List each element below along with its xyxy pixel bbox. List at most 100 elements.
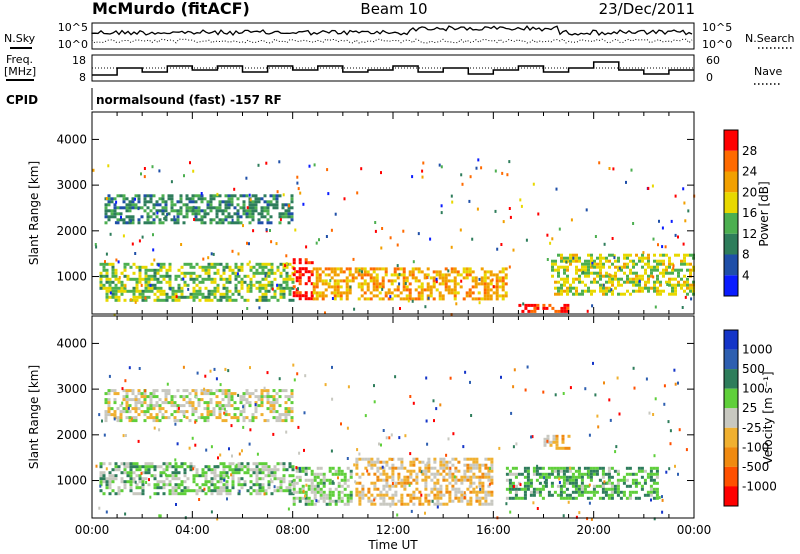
- velocity-cell-0: [177, 465, 181, 469]
- power-colorbar-tick-label: 4: [742, 268, 750, 282]
- velocity-cell-2: [451, 487, 455, 491]
- velocity-scatter: [241, 449, 243, 453]
- power-scatter: [109, 291, 112, 295]
- power-cell-4: [233, 206, 237, 210]
- velocity-cell-1: [328, 502, 332, 506]
- velocity-cell-2: [487, 493, 491, 497]
- velocity-cell-1: [337, 490, 341, 494]
- power-cell-0: [99, 286, 103, 290]
- velocity-scatter: [614, 450, 617, 454]
- velocity-cell-1: [313, 475, 317, 479]
- power-cell-5: [683, 262, 686, 266]
- velocity-cell-1: [292, 478, 296, 482]
- power-cell-5: [638, 286, 641, 290]
- velocity-cell-0: [267, 474, 271, 478]
- velocity-cell-3: [143, 392, 147, 396]
- velocity-cell-3: [188, 398, 192, 402]
- velocity-cell-2: [406, 475, 410, 479]
- power-cell-5: [590, 280, 593, 284]
- velocity-cell-2: [478, 484, 482, 488]
- velocity-scatter: [148, 478, 150, 482]
- velocity-cell-4: [553, 466, 557, 470]
- power-cell-5: [605, 289, 608, 293]
- velocity-cell-3: [143, 413, 147, 417]
- velocity-cell-0: [108, 477, 112, 481]
- velocity-cell-2: [424, 484, 428, 488]
- velocity-cell-3: [236, 407, 240, 411]
- velocity-cell-1: [304, 478, 308, 482]
- velocity-cell-0: [126, 465, 130, 469]
- velocity-scatter: [205, 448, 208, 452]
- power-cell-4: [149, 215, 153, 219]
- power-cell-2: [372, 270, 376, 274]
- velocity-scatter: [219, 383, 222, 387]
- velocity-cell-4: [601, 496, 605, 500]
- velocity-cell-2: [367, 463, 371, 467]
- velocity-cell-2: [415, 496, 419, 500]
- power-cell-5: [569, 283, 572, 287]
- velocity-scatter: [263, 386, 266, 390]
- power-cell-2: [483, 279, 487, 283]
- power-cell-4: [275, 197, 279, 201]
- power-scatter: [166, 212, 169, 216]
- power-cell-2: [453, 276, 457, 280]
- power-cell-0: [129, 265, 133, 269]
- power-cell-2: [399, 267, 403, 271]
- power-cell-4: [125, 215, 129, 219]
- velocity-cell-0: [225, 489, 229, 493]
- power-cell-5: [617, 292, 620, 296]
- power-cell-0: [255, 271, 259, 275]
- velocity-cell-2: [373, 502, 377, 506]
- velocity-cell-2: [400, 481, 404, 485]
- velocity-scatter: [489, 467, 491, 470]
- power-cell-3: [524, 306, 528, 310]
- velocity-cell-3: [107, 410, 111, 414]
- power-cell-5: [632, 259, 635, 263]
- power-cell-0: [153, 268, 157, 272]
- power-cell-2: [375, 288, 379, 292]
- power-cell-4: [197, 209, 201, 213]
- velocity-cell-2: [370, 502, 374, 506]
- power-cell-5: [677, 253, 680, 257]
- velocity-cell-4: [616, 478, 620, 482]
- power-cell-2: [333, 279, 337, 283]
- velocity-cell-2: [457, 499, 461, 503]
- velocity-cell-0: [234, 468, 238, 472]
- power-cell-0: [174, 274, 178, 278]
- power-cell-4: [146, 218, 150, 222]
- velocity-cell-3: [224, 389, 228, 393]
- velocity-cell-0: [201, 483, 205, 487]
- velocity-cell-2: [484, 490, 488, 494]
- velocity-cell-2: [382, 487, 386, 491]
- velocity-cell-0: [216, 489, 220, 493]
- power-cell-5: [584, 289, 587, 293]
- power-cell-0: [288, 289, 292, 293]
- power-scatter: [318, 238, 320, 242]
- velocity-cell-3: [113, 410, 117, 414]
- power-cell-2: [342, 270, 346, 274]
- power-cell-4: [245, 194, 249, 198]
- power-cell-4: [143, 209, 147, 213]
- velocity-cell-3: [152, 395, 156, 399]
- velocity-cell-2: [460, 490, 464, 494]
- power-cell-5: [569, 286, 572, 290]
- velocity-cell-3: [284, 395, 288, 399]
- velocity-cell-3: [176, 389, 180, 393]
- power-scatter: [654, 305, 657, 309]
- velocity-cell-3: [155, 404, 159, 408]
- power-cell-4: [239, 206, 243, 210]
- power-cell-2: [369, 291, 373, 295]
- velocity-cell-0: [231, 480, 235, 484]
- power-cell-2: [339, 291, 343, 295]
- power-cell-5: [656, 286, 659, 290]
- velocity-cell-4: [601, 484, 605, 488]
- velocity-cell-3: [191, 389, 195, 393]
- power-scatter: [438, 163, 441, 167]
- power-scatter: [105, 197, 108, 200]
- power-cell-2: [435, 270, 439, 274]
- velocity-cell-2: [451, 499, 455, 503]
- velocity-cell-0: [147, 462, 151, 466]
- power-cell-4: [161, 212, 165, 216]
- velocity-cell-0: [174, 474, 178, 478]
- velocity-cell-2: [403, 466, 407, 470]
